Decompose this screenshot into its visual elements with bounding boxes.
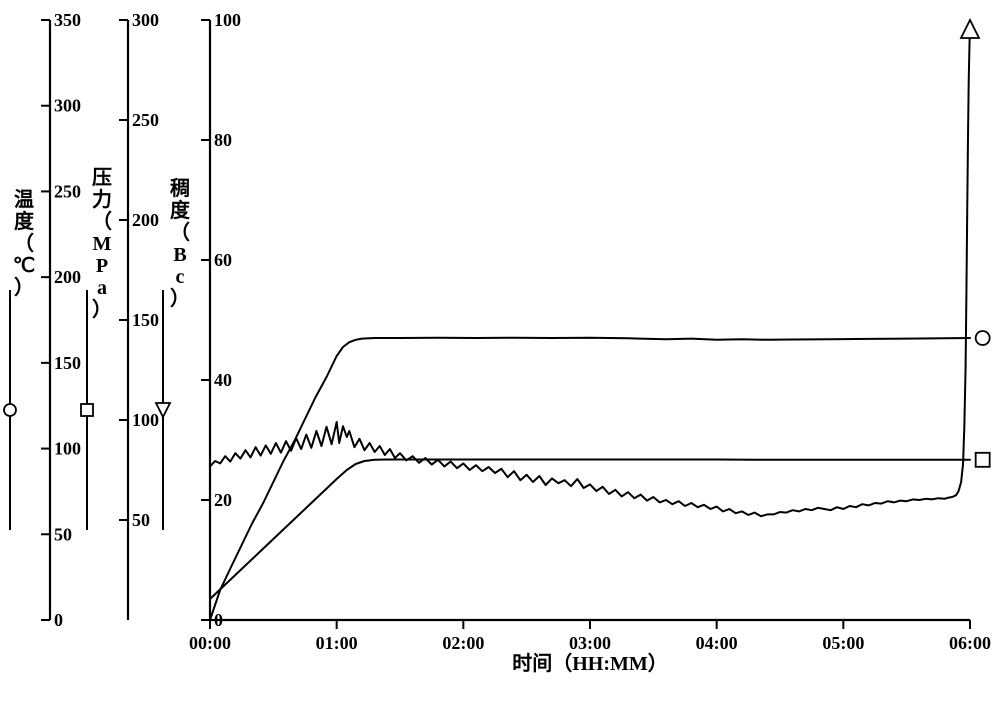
y-ticklabel-pres: 200 <box>132 210 159 230</box>
y-ticklabel-temp: 200 <box>54 267 81 287</box>
y-axis-label-cons: ） <box>170 287 190 310</box>
y-ticklabel-pres: 250 <box>132 110 159 130</box>
x-ticklabel: 06:00 <box>949 633 991 653</box>
legend-marker-temp <box>4 404 16 416</box>
y-ticklabel-cons: 100 <box>214 10 241 30</box>
y-axis-label-temp: ） <box>14 276 34 299</box>
x-ticklabel: 05:00 <box>822 633 864 653</box>
y-ticklabel-pres: 150 <box>132 310 159 330</box>
y-axis-label-temp: （ <box>14 232 34 255</box>
y-ticklabel-cons: 60 <box>214 250 232 270</box>
y-axis-label-pres: M <box>93 233 112 255</box>
y-ticklabel-temp: 50 <box>54 524 72 544</box>
y-axis-label-cons: B <box>173 244 186 266</box>
y-ticklabel-temp: 350 <box>54 10 81 30</box>
x-ticklabel: 03:00 <box>569 633 611 653</box>
x-ticklabel: 02:00 <box>442 633 484 653</box>
y-axis-label-pres: P <box>96 255 108 277</box>
y-axis-label-pres: 压 <box>92 167 112 189</box>
y-axis-label-temp: ℃ <box>13 255 35 277</box>
y-axis-label-temp: 温 <box>14 187 34 211</box>
chart-root: 050100150200250300350温度（℃）50100150200250… <box>0 0 1000 707</box>
y-axis-label-pres: （ <box>92 210 112 233</box>
y-ticklabel-cons: 80 <box>214 130 232 150</box>
y-axis-label-cons: 稠 <box>170 177 190 200</box>
y-ticklabel-temp: 150 <box>54 353 81 373</box>
y-ticklabel-pres: 300 <box>132 10 159 30</box>
series-end-marker-pressure <box>976 453 990 467</box>
series-end-marker-temperature <box>976 331 990 345</box>
y-ticklabel-cons: 40 <box>214 370 232 390</box>
y-axis-label-temp: 度 <box>14 209 35 233</box>
y-axis-label-cons: c <box>176 266 185 288</box>
x-ticklabel: 04:00 <box>696 633 738 653</box>
x-ticklabel: 01:00 <box>316 633 358 653</box>
y-axis-label-pres: 力 <box>92 188 112 211</box>
y-ticklabel-temp: 300 <box>54 96 81 116</box>
y-ticklabel-cons: 20 <box>214 490 232 510</box>
y-ticklabel-pres: 100 <box>132 410 159 430</box>
x-ticklabel: 00:00 <box>189 633 231 653</box>
plot-background <box>0 0 1000 707</box>
legend-marker-pres <box>81 404 93 416</box>
y-ticklabel-temp: 250 <box>54 181 81 201</box>
y-axis-label-pres: ） <box>92 298 112 321</box>
y-axis-label-cons: 度 <box>170 198 191 222</box>
y-ticklabel-temp: 100 <box>54 439 81 459</box>
y-ticklabel-temp: 0 <box>54 610 63 630</box>
y-ticklabel-pres: 50 <box>132 510 150 530</box>
x-axis-label: 时间（HH:MM） <box>512 652 668 675</box>
y-axis-label-cons: （ <box>170 221 190 244</box>
chart-svg: 050100150200250300350温度（℃）50100150200250… <box>0 0 1000 707</box>
y-axis-label-pres: a <box>97 277 107 299</box>
